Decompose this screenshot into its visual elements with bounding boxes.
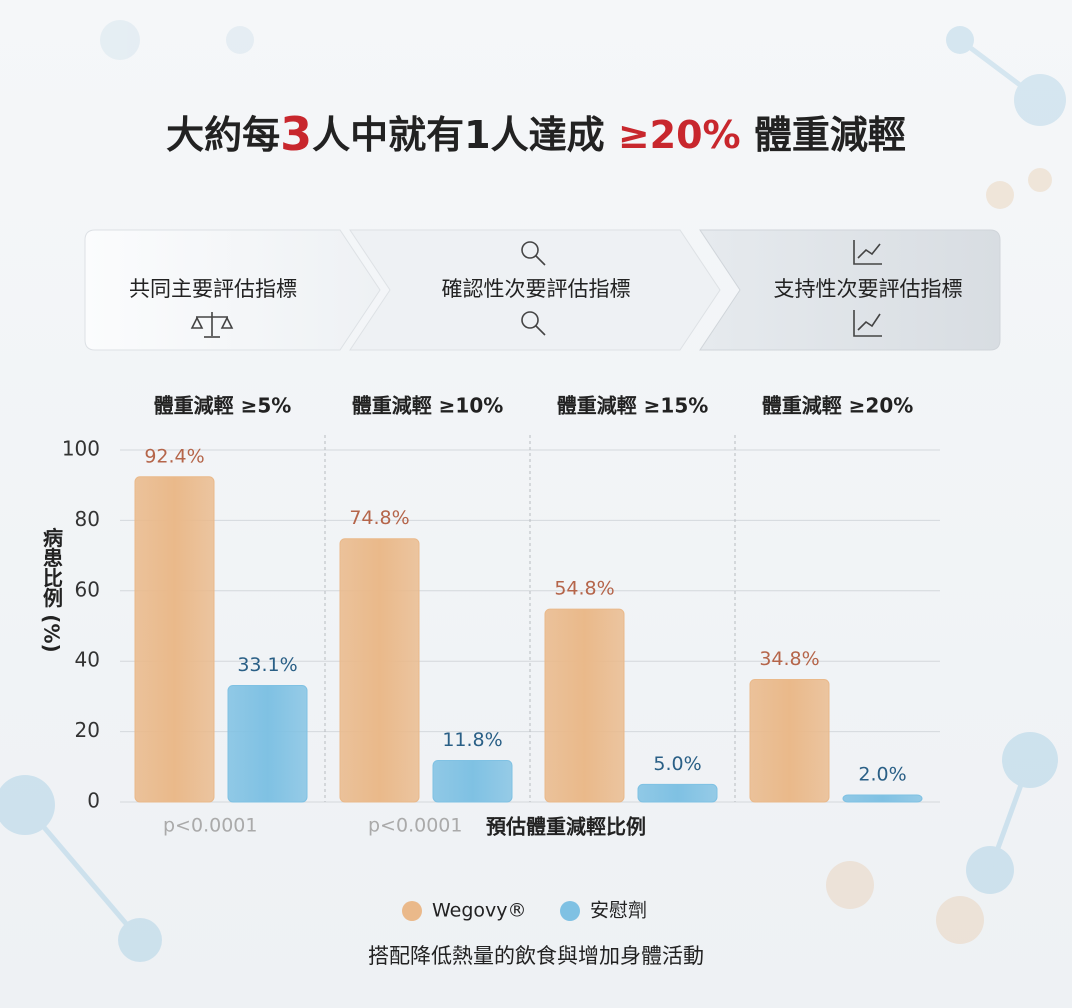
bar: [339, 538, 420, 803]
category-label: 體重減輕 ≥15%: [557, 394, 709, 418]
value-label: 11.8%: [442, 729, 502, 751]
value-label: 54.8%: [554, 578, 614, 600]
bar: [544, 608, 625, 803]
step-label: 確認性次要評估指標: [442, 277, 631, 301]
y-tick-label: 80: [75, 507, 100, 531]
value-label: 34.8%: [759, 648, 819, 670]
step-box: [699, 229, 1001, 351]
category-label: 體重減輕 ≥10%: [352, 394, 504, 418]
title-highlight: 3: [280, 107, 312, 161]
value-label: 33.1%: [237, 654, 297, 676]
title-highlight: ≥20%: [618, 113, 741, 157]
value-label: 92.4%: [144, 445, 204, 467]
x-axis-label: 預估體重減輕比例: [486, 815, 646, 839]
footnote: 搭配降低熱量的飲食與增加身體活動: [368, 944, 704, 968]
value-label: 74.8%: [349, 507, 409, 529]
bar: [842, 794, 923, 803]
category-label: 體重減輕 ≥5%: [154, 394, 292, 418]
value-label: 2.0%: [858, 763, 906, 785]
step-box: [84, 229, 381, 351]
value-label: 5.0%: [653, 753, 701, 775]
legend-label: 安慰劑: [590, 900, 647, 922]
bar: [749, 679, 830, 803]
y-tick-label: 40: [75, 648, 100, 672]
bar: [227, 684, 308, 803]
legend-marker: [402, 901, 422, 921]
legend-label: Wegovy®: [432, 900, 527, 922]
title-part: 大約每: [166, 113, 280, 157]
y-tick-label: 60: [75, 577, 100, 601]
p-value: p<0.0001: [163, 815, 257, 837]
title: 大約每3人中就有1人達成 ≥20% 體重減輕: [166, 107, 906, 161]
y-tick-label: 20: [75, 718, 100, 742]
step-label: 共同主要評估指標: [129, 277, 297, 301]
step-label: 支持性次要評估指標: [774, 277, 963, 301]
p-value: p<0.0001: [368, 815, 462, 837]
title-part: 人中就有1人達成: [312, 113, 618, 157]
title-part: 體重減輕: [741, 113, 906, 157]
bar: [432, 759, 513, 803]
step-box: [349, 229, 721, 351]
y-axis-label: 病患比例 (%): [40, 526, 64, 653]
molecule-decoration: [0, 20, 1066, 962]
y-tick-label: 0: [87, 789, 100, 813]
step-icons: [190, 240, 882, 338]
category-label: 體重減輕 ≥20%: [762, 394, 914, 418]
plot: 0 20 40 60 80 100 體重減輕 ≥5% 92.4% 33.1% 體重減輕 ≥10% 7…: [62, 394, 940, 837]
bar: [134, 476, 215, 803]
bar: [637, 783, 718, 803]
legend-marker: [560, 901, 580, 921]
y-tick-label: 100: [62, 437, 100, 461]
